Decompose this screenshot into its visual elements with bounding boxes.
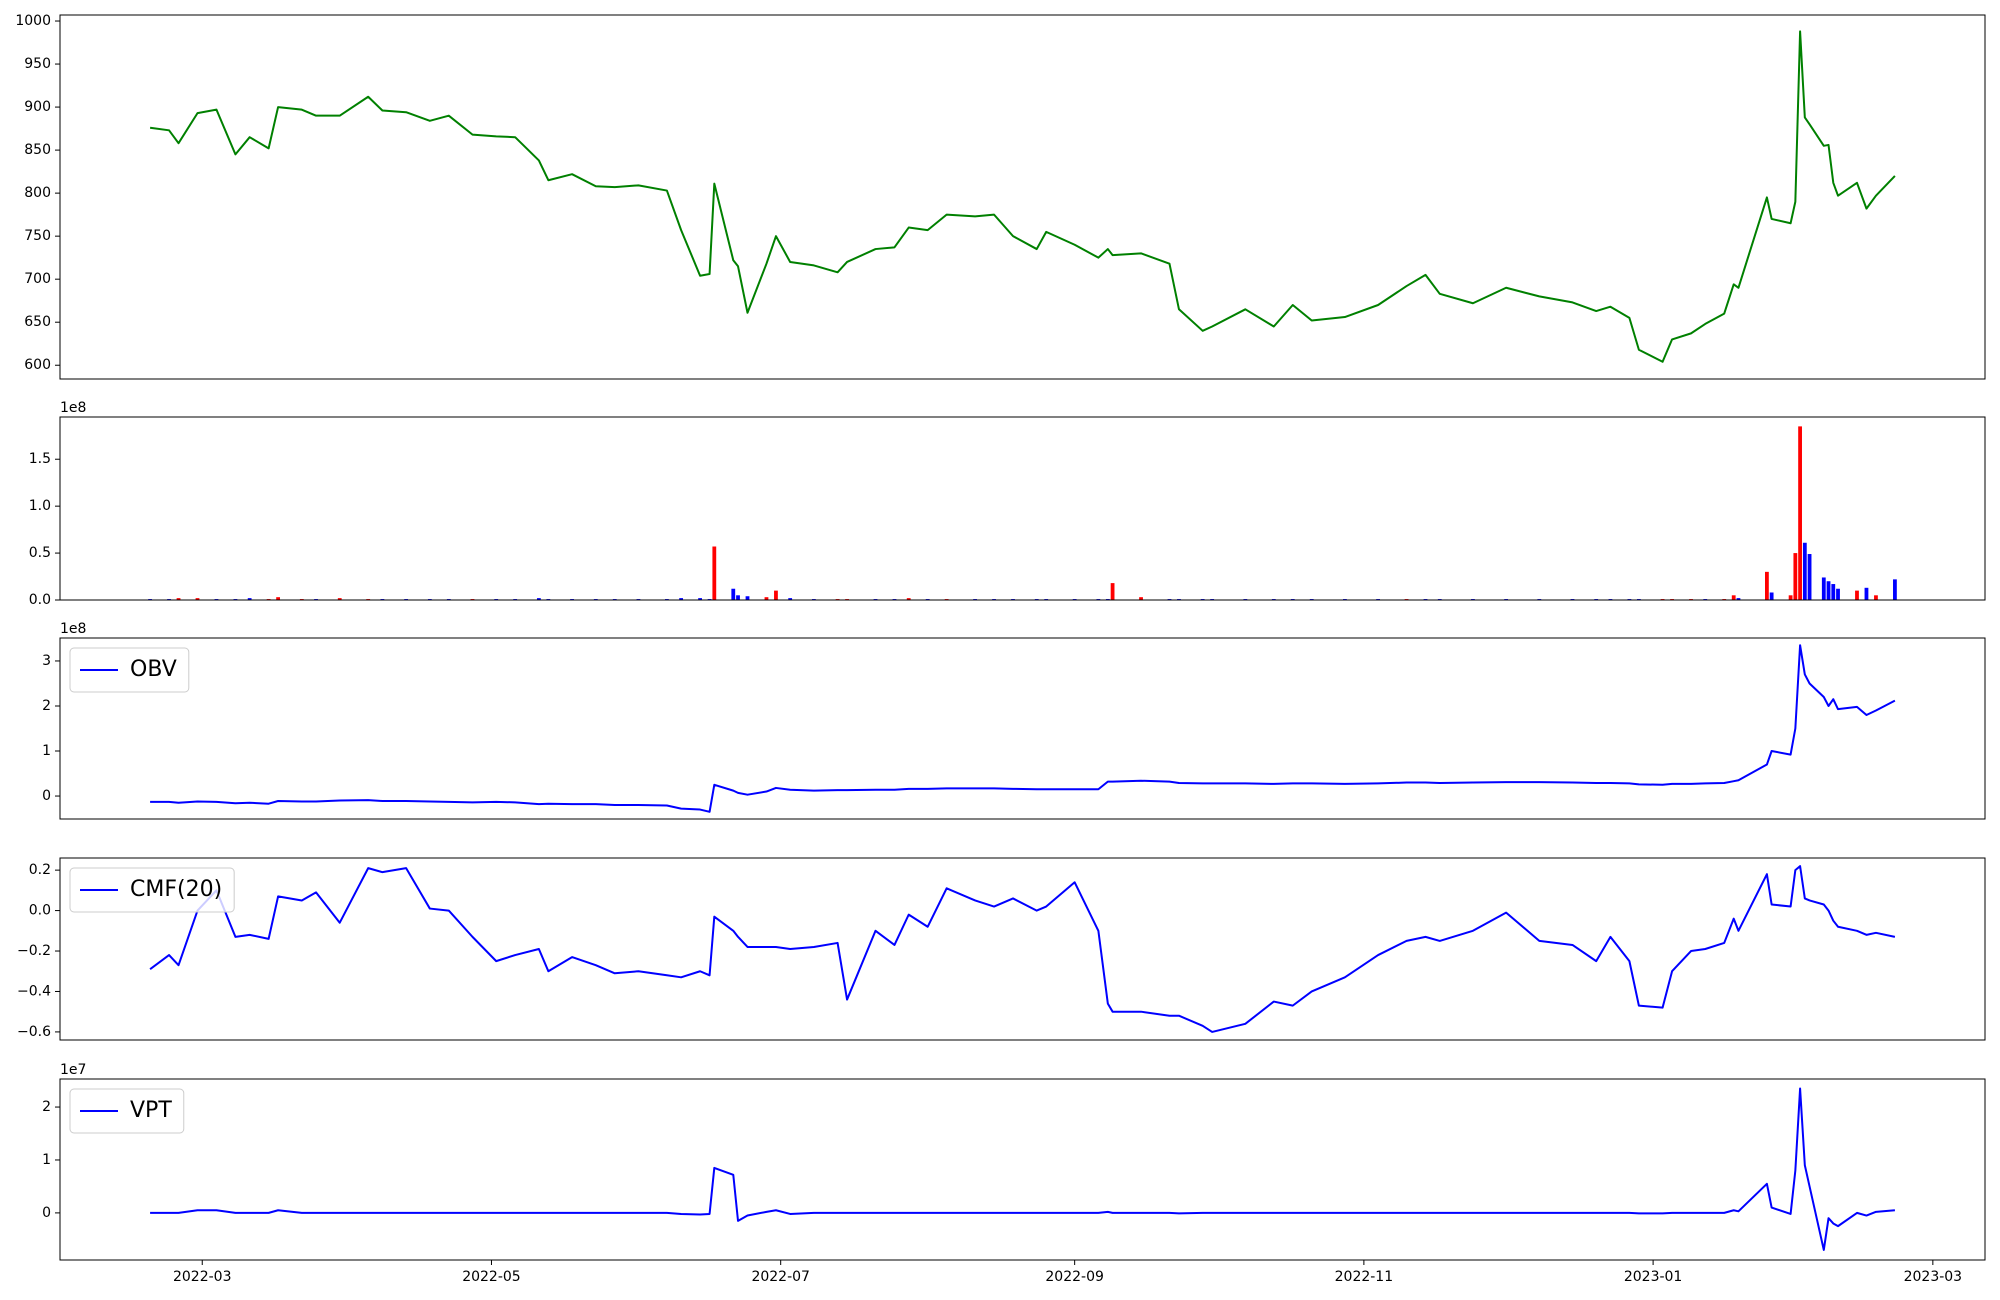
y-tick-label: 800 bbox=[24, 185, 51, 201]
axes-frame bbox=[59, 637, 1986, 820]
x-tick-label: 2022-03 bbox=[173, 1269, 232, 1285]
y-tick-label: 950 bbox=[24, 56, 51, 72]
panel: 0 1 2 3 1e8 OBV bbox=[42, 621, 1986, 820]
axes-frame bbox=[59, 1078, 1986, 1261]
y-tick-label: 0 bbox=[42, 1205, 51, 1221]
bar bbox=[698, 598, 702, 600]
data-line bbox=[150, 1087, 1895, 1251]
plot-area bbox=[149, 865, 1896, 1033]
plot-area bbox=[150, 1087, 1895, 1251]
bar bbox=[736, 595, 740, 600]
y-tick-label: 0.0 bbox=[29, 903, 51, 919]
y-tick-label: 0 bbox=[42, 788, 51, 804]
x-tick-label: 2023-01 bbox=[1624, 1269, 1683, 1285]
bar bbox=[1731, 595, 1736, 600]
y-tick-label: −0.2 bbox=[17, 943, 51, 959]
bar bbox=[176, 598, 181, 600]
bar bbox=[195, 598, 200, 600]
x-tick-label: 2023-03 bbox=[1904, 1269, 1963, 1285]
x-tick-label: 2022-05 bbox=[462, 1269, 521, 1285]
legend-label: CMF(20) bbox=[130, 877, 222, 902]
bar bbox=[764, 597, 769, 600]
bar bbox=[1831, 584, 1836, 600]
panel: 0.0 0.5 1.0 1.5 1e8 bbox=[29, 400, 1986, 608]
axes-frame bbox=[59, 857, 1986, 1041]
y-tick-label: 1.5 bbox=[29, 451, 51, 467]
bar bbox=[679, 598, 684, 600]
panel: −0.6 −0.4 −0.2 0.0 0.2 CMF(20) bbox=[17, 857, 1986, 1041]
bar bbox=[1793, 553, 1798, 600]
offset-text: 1e7 bbox=[60, 1062, 86, 1078]
legend-box bbox=[69, 867, 235, 913]
panel: 600 650 700 750 800 850 900 950 1000 bbox=[15, 13, 1986, 380]
legend-label: OBV bbox=[130, 657, 177, 682]
bar bbox=[247, 598, 252, 600]
bar bbox=[1874, 595, 1878, 600]
panel: 0 1 2 2022-03 2022-05 2022-07 2022-09 2022-11 20… bbox=[42, 1062, 1986, 1285]
bar bbox=[1836, 588, 1840, 600]
y-tick-label: 0.2 bbox=[29, 862, 51, 878]
bar bbox=[906, 598, 911, 600]
legend-box bbox=[69, 1088, 185, 1134]
bar bbox=[536, 598, 541, 600]
data-line bbox=[149, 865, 1896, 1033]
bar bbox=[1736, 598, 1741, 600]
y-tick-label: 2 bbox=[42, 1099, 51, 1115]
y-tick-label: 2 bbox=[42, 698, 51, 714]
y-tick-label: 3 bbox=[42, 653, 51, 669]
plot-area bbox=[149, 30, 1896, 363]
legend-label: VPT bbox=[130, 1098, 172, 1123]
data-line bbox=[149, 30, 1896, 363]
y-tick-label: 900 bbox=[24, 99, 51, 115]
bar bbox=[745, 596, 750, 600]
bar bbox=[1807, 554, 1812, 600]
y-tick-label: 0.5 bbox=[29, 545, 51, 561]
legend-box bbox=[69, 647, 190, 693]
y-tick-label: 600 bbox=[24, 357, 51, 373]
bar bbox=[1864, 587, 1869, 600]
y-tick-label: 1 bbox=[42, 1152, 51, 1168]
y-tick-label: 1 bbox=[42, 743, 51, 759]
bar bbox=[1139, 597, 1143, 600]
y-tick-label: −0.6 bbox=[17, 1024, 51, 1040]
offset-text: 1e8 bbox=[60, 621, 86, 637]
bar bbox=[1788, 595, 1793, 600]
bar bbox=[1765, 571, 1769, 600]
y-tick-label: 850 bbox=[24, 142, 51, 158]
bar bbox=[1769, 592, 1774, 600]
bar bbox=[1826, 581, 1831, 600]
y-tick-label: 0.0 bbox=[29, 592, 51, 608]
bar bbox=[1855, 590, 1859, 600]
bar bbox=[1110, 583, 1115, 600]
bar bbox=[712, 546, 717, 600]
bar bbox=[1802, 542, 1807, 600]
y-tick-label: 700 bbox=[24, 271, 51, 287]
bar bbox=[276, 597, 280, 600]
y-tick-label: 650 bbox=[24, 314, 51, 330]
plot-area bbox=[148, 426, 1897, 600]
data-line bbox=[150, 644, 1896, 813]
axes-frame bbox=[59, 416, 1986, 601]
bar bbox=[1821, 577, 1826, 600]
y-tick-label: 1000 bbox=[15, 13, 51, 29]
x-tick-label: 2022-09 bbox=[1045, 1269, 1104, 1285]
offset-text: 1e8 bbox=[60, 400, 86, 416]
x-tick-label: 2022-07 bbox=[751, 1269, 810, 1285]
bar bbox=[774, 590, 778, 600]
y-tick-label: 1.0 bbox=[29, 498, 51, 514]
axes-frame bbox=[59, 14, 1986, 380]
bar bbox=[731, 588, 736, 600]
plot-area bbox=[150, 644, 1896, 813]
bar bbox=[1893, 579, 1897, 600]
y-tick-label: 750 bbox=[24, 228, 51, 244]
bar bbox=[1798, 426, 1802, 600]
x-tick-label: 2022-11 bbox=[1335, 1269, 1394, 1285]
y-tick-label: −0.4 bbox=[17, 983, 51, 999]
bar bbox=[337, 598, 342, 600]
bar bbox=[788, 598, 793, 600]
